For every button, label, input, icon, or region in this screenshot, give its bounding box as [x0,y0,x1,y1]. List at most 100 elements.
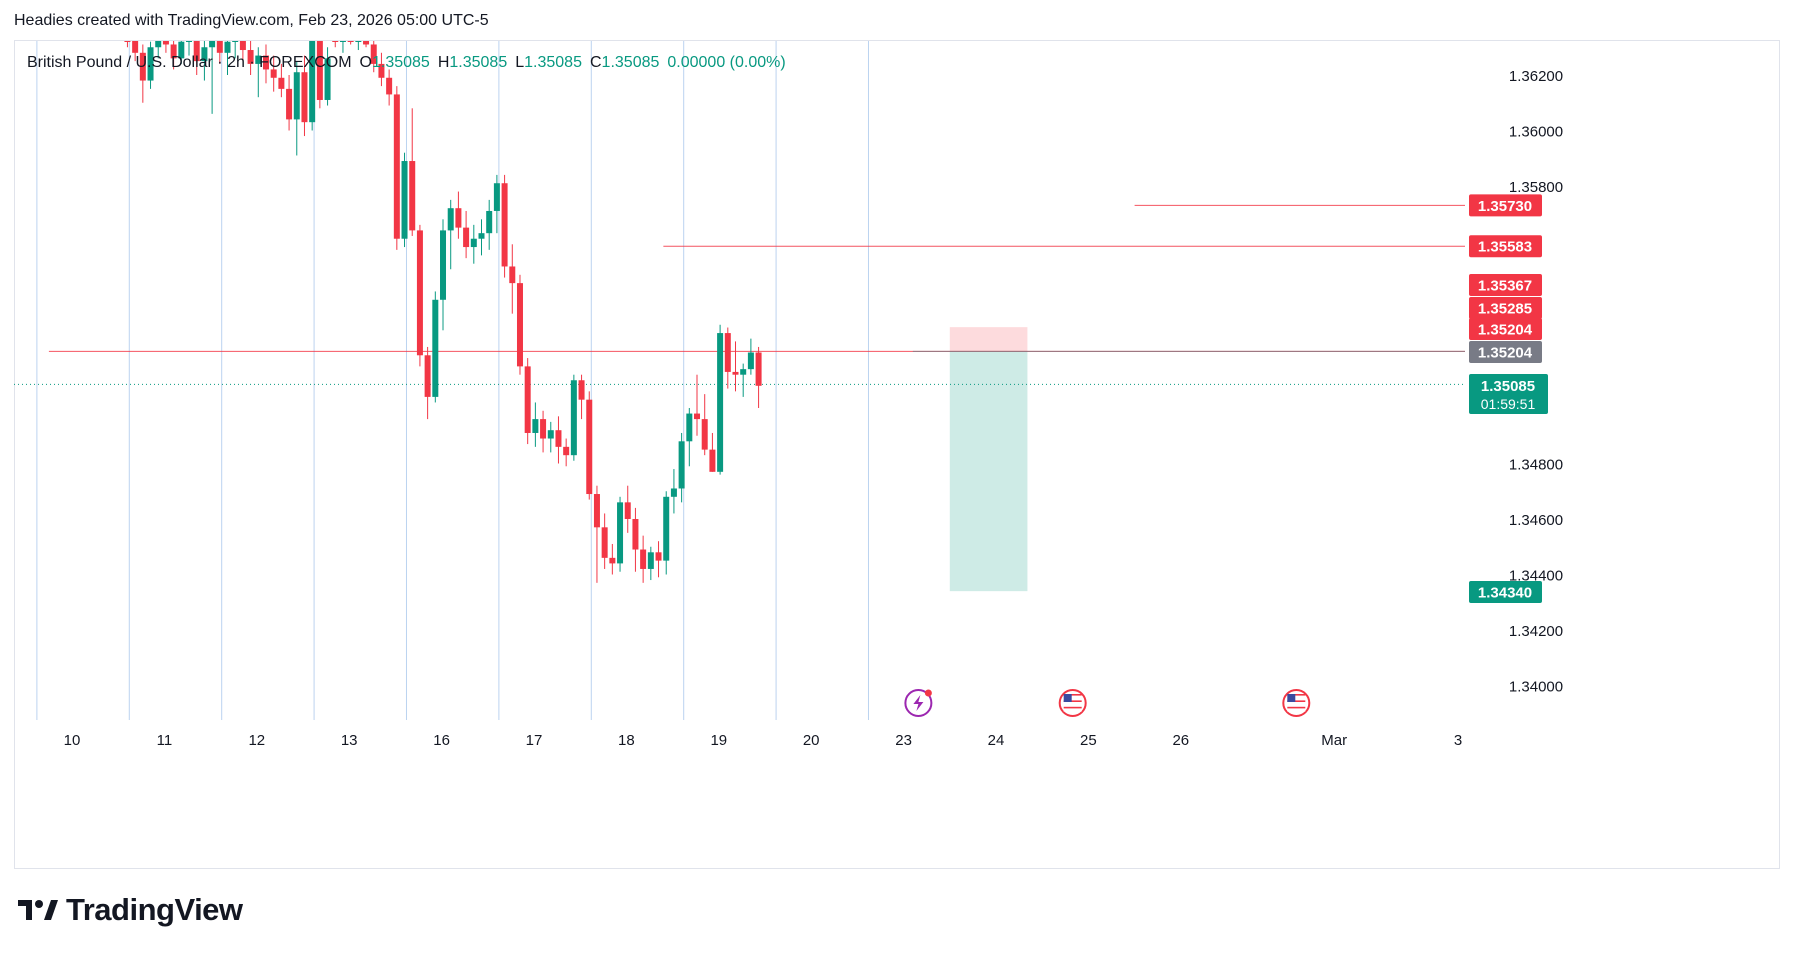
candle[interactable] [755,346,762,408]
candle[interactable] [301,55,308,137]
candle[interactable] [486,199,493,250]
candle[interactable] [678,432,685,503]
candle[interactable] [224,41,231,75]
candle[interactable] [409,108,416,236]
candle[interactable] [155,41,162,59]
candle[interactable] [416,224,423,367]
level-price-tag[interactable]: 1.35204 [1469,341,1542,363]
candle[interactable] [578,374,585,420]
candle[interactable] [278,63,285,98]
candle[interactable] [601,513,608,569]
candle[interactable] [570,374,577,461]
candle[interactable] [632,507,639,572]
level-price-tag[interactable]: 1.35204 [1469,318,1542,340]
candle[interactable] [670,469,677,514]
candle[interactable] [640,535,647,583]
candle[interactable] [432,291,439,403]
candle[interactable] [370,41,377,73]
candle[interactable] [316,41,323,109]
candle[interactable] [701,394,708,456]
candle[interactable] [386,69,393,106]
candle[interactable] [709,432,716,472]
candle[interactable] [509,244,516,314]
candle[interactable] [286,75,293,131]
candle[interactable] [216,41,223,64]
candle[interactable] [524,358,531,445]
candle[interactable] [262,44,269,84]
candle[interactable] [355,41,362,51]
candle[interactable] [563,438,570,467]
candle[interactable] [178,41,185,64]
candle[interactable] [170,41,177,70]
candle[interactable] [424,346,431,420]
candle[interactable] [162,41,169,53]
candle[interactable] [124,41,131,48]
candle[interactable] [324,47,331,106]
candle[interactable] [363,41,370,48]
candle[interactable] [232,41,239,59]
level-price-tag[interactable]: 1.35285 [1469,297,1542,319]
candle[interactable] [455,191,462,239]
candle[interactable] [193,41,200,75]
candle[interactable] [686,408,693,467]
candle[interactable] [586,391,593,500]
candle[interactable] [247,41,254,75]
candle[interactable] [470,224,477,264]
candle[interactable] [593,485,600,583]
level-price-tag[interactable]: 1.35730 [1469,194,1542,217]
candle[interactable] [516,274,523,375]
candle[interactable] [717,324,724,475]
candle[interactable] [609,543,616,575]
candle[interactable] [139,44,146,103]
candle[interactable] [440,219,447,331]
candle[interactable] [132,41,139,62]
candle[interactable] [463,210,470,259]
candle[interactable] [747,338,754,375]
candle[interactable] [347,41,354,45]
candle[interactable] [532,402,539,447]
symbol-title[interactable]: British Pound / U.S. Dollar · 2h · FOREX… [27,54,352,71]
target-price-tag[interactable]: 1.34340 [1469,581,1542,603]
candle[interactable] [655,541,662,578]
candle[interactable] [617,496,624,572]
candle[interactable] [493,174,500,234]
candle[interactable] [309,41,316,131]
candle[interactable] [147,41,154,89]
candle[interactable] [293,61,300,156]
candle[interactable] [255,47,262,98]
x-tick-label: Mar [1321,732,1347,749]
candle[interactable] [378,52,385,87]
candle[interactable] [401,152,408,248]
candle[interactable] [393,86,400,250]
candle[interactable] [332,41,339,48]
candle[interactable] [663,491,670,575]
candle[interactable] [270,55,277,92]
candle[interactable] [339,41,346,53]
stop-zone[interactable] [949,327,1028,352]
candle[interactable] [547,421,554,453]
candle[interactable] [624,485,631,533]
candle[interactable] [239,41,246,62]
lightning-event-icon[interactable] [904,689,933,717]
candle[interactable] [478,219,485,256]
candle[interactable] [501,174,508,278]
candle[interactable] [447,199,454,270]
candle[interactable] [647,546,654,581]
us-flag-event-icon[interactable] [1058,689,1087,717]
candle[interactable] [209,41,216,114]
candle[interactable] [740,363,747,397]
level-price-tag[interactable]: 1.35583 [1469,235,1542,258]
candle[interactable] [186,41,193,56]
candle[interactable] [732,341,739,392]
candle[interactable] [540,410,547,453]
target-zone[interactable] [949,351,1028,592]
candle[interactable] [201,41,208,81]
candle[interactable] [694,374,701,436]
candle[interactable] [555,416,562,464]
candle[interactable] [724,327,731,389]
us-flag-event-icon[interactable] [1282,689,1311,717]
chart-attribution: Headies created with TradingView.com, Fe… [14,12,489,29]
level-price-tag[interactable]: 1.35367 [1469,274,1542,296]
